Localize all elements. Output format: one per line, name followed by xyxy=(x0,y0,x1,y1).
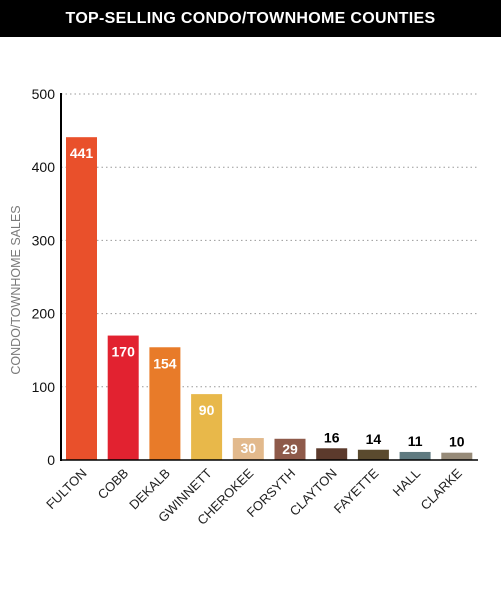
bar xyxy=(399,451,431,460)
x-tick-label: FULTON xyxy=(43,466,90,513)
y-tick-label: 100 xyxy=(32,379,56,395)
bar xyxy=(357,449,389,460)
bar xyxy=(66,137,97,461)
data-label: 10 xyxy=(449,434,465,450)
y-tick-label: 400 xyxy=(32,159,56,175)
x-tick-label: CLARKE xyxy=(418,465,466,513)
data-label: 30 xyxy=(241,440,257,456)
bar xyxy=(441,452,473,460)
data-label: 14 xyxy=(366,431,382,447)
data-label: 11 xyxy=(408,433,423,449)
y-axis-label: CONDO/TOWNHOME SALES xyxy=(9,205,23,374)
y-tick-label: 200 xyxy=(32,306,56,322)
bar xyxy=(232,438,264,460)
bar xyxy=(149,347,181,460)
data-label: 154 xyxy=(153,355,177,371)
bar xyxy=(107,335,139,460)
data-label: 29 xyxy=(282,441,298,457)
bar xyxy=(191,394,223,460)
data-label: 170 xyxy=(112,344,136,360)
data-label: 16 xyxy=(324,429,340,445)
title-bar: TOP-SELLING CONDO/TOWNHOME COUNTIES xyxy=(0,0,501,37)
x-tick-label: FAYETTE xyxy=(331,465,382,516)
bar xyxy=(316,448,348,460)
data-label: 90 xyxy=(199,402,215,418)
chart-title: TOP-SELLING CONDO/TOWNHOME COUNTIES xyxy=(65,9,436,27)
x-tick-label: HALL xyxy=(390,466,424,500)
y-tick-label: 500 xyxy=(32,86,56,102)
bar xyxy=(274,438,306,460)
data-label: 441 xyxy=(70,145,94,161)
y-tick-label: 0 xyxy=(47,452,55,468)
x-tick-label: COBB xyxy=(95,466,132,503)
y-tick-label: 300 xyxy=(32,232,56,248)
